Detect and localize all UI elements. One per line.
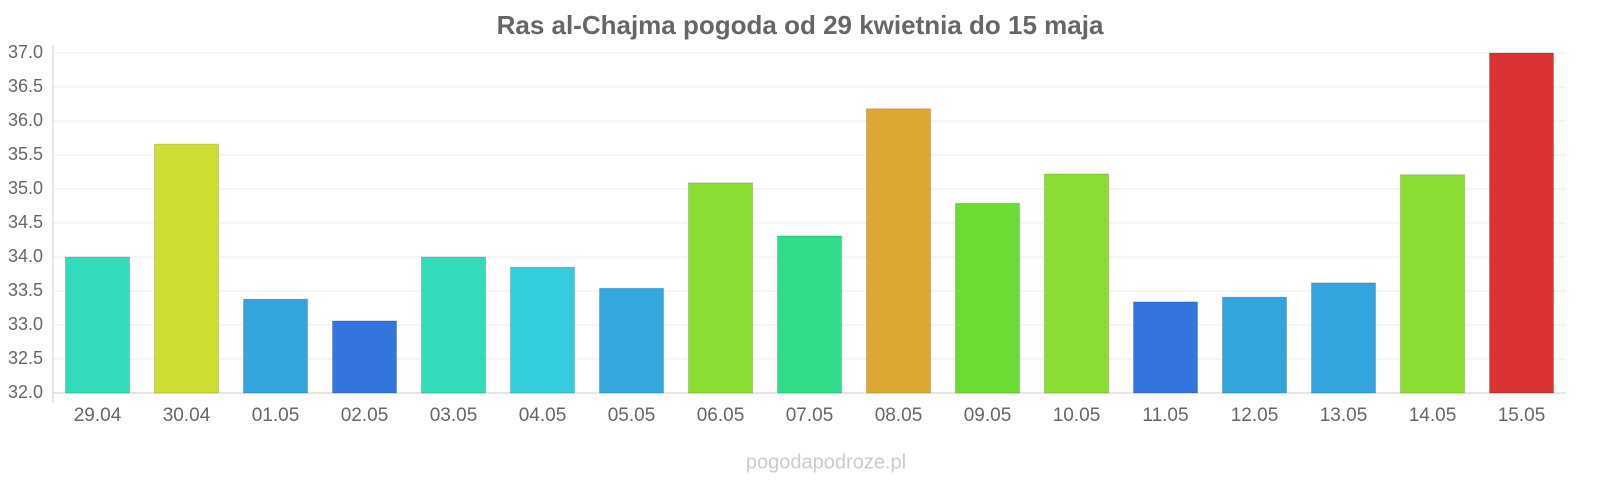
y-tick-label: 32.5: [8, 348, 43, 368]
bar: [1488, 52, 1555, 394]
x-tick-label: 05.05: [608, 405, 656, 426]
bar: [1132, 301, 1199, 394]
bar: [687, 182, 754, 394]
x-tick-label: 06.05: [697, 405, 745, 426]
x-tick-label: 13.05: [1320, 405, 1368, 426]
bar: [954, 202, 1021, 394]
y-tick-label: 32.0: [8, 382, 43, 402]
source: pogodapodroze.pl: [746, 451, 906, 473]
y-tick-label: 34.0: [8, 246, 43, 266]
bar: [776, 235, 843, 394]
x-tick-label: 11.05: [1142, 405, 1188, 426]
y-tick-label: 33.0: [8, 314, 43, 334]
x-tick-label: 03.05: [430, 405, 478, 426]
y-tick-label: 35.0: [8, 178, 43, 198]
bar: [598, 287, 665, 394]
y-tick-label: 36.5: [8, 76, 43, 96]
y-tick-label: 34.5: [8, 212, 43, 232]
bar: [242, 298, 309, 394]
x-tick-label: 29.04: [74, 405, 122, 426]
y-tick-label: 33.5: [8, 280, 43, 300]
x-tick-label: 02.05: [341, 405, 389, 426]
bar: [331, 320, 398, 394]
y-tick-label: 35.5: [8, 144, 43, 164]
x-tick-label: 04.05: [519, 405, 567, 426]
y-tick-label: 37.0: [8, 42, 43, 62]
bar: [153, 143, 220, 394]
x-tick-label: 15.05: [1498, 405, 1546, 426]
x-tick-label: 12.05: [1231, 405, 1279, 426]
x-tick-label: 14.05: [1409, 405, 1457, 426]
bar: [865, 108, 932, 394]
x-tick-label: 01.05: [252, 405, 300, 426]
bar: [1310, 282, 1377, 394]
bar: [64, 256, 131, 394]
bar: [509, 266, 576, 394]
x-tick-label: 09.05: [964, 405, 1012, 426]
bar: [420, 256, 487, 394]
y-tick-label: 36.0: [8, 110, 43, 130]
bar: [1043, 173, 1110, 394]
bar: [1399, 174, 1466, 394]
bar: [1221, 296, 1288, 394]
x-tick-label: 08.05: [875, 405, 923, 426]
x-tick-label: 07.05: [786, 405, 834, 426]
chart-title: Ras al-Chajma pogoda od 29 kwietnia do 1…: [497, 10, 1104, 40]
x-tick-label: 30.04: [163, 405, 211, 426]
x-tick-label: 10.05: [1053, 405, 1101, 426]
